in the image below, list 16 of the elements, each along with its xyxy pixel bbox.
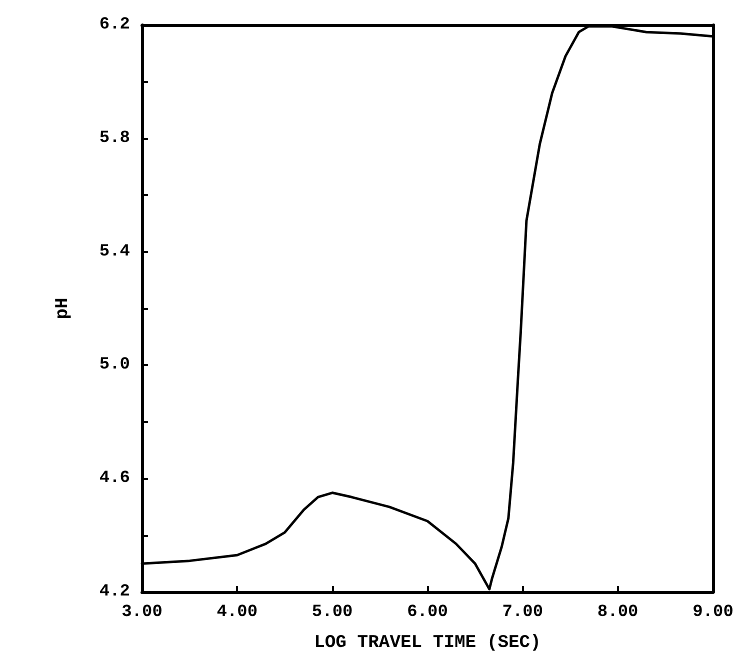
x-tick-label: 5.00 bbox=[312, 603, 353, 622]
x-tick-label: 4.00 bbox=[216, 603, 258, 622]
y-tick-label: 6.2 bbox=[99, 16, 130, 34]
x-tick-label: 9.00 bbox=[692, 603, 734, 622]
x-axis-title: LOG TRAVEL TIME (SEC) bbox=[314, 633, 541, 653]
y-tick-label: 5.4 bbox=[99, 242, 130, 262]
y-tick-label: 4.6 bbox=[99, 469, 130, 488]
y-axis-title: pH bbox=[53, 298, 73, 320]
x-tick-label: 3.00 bbox=[122, 603, 162, 622]
y-tick-label: 4.2 bbox=[99, 582, 130, 602]
y-tick-label: 5.0 bbox=[99, 356, 130, 375]
x-tick-label: 8.00 bbox=[597, 603, 638, 622]
x-tick-label: 7.00 bbox=[502, 603, 544, 622]
line-series bbox=[140, 25, 714, 590]
y-tick-label: 5.8 bbox=[99, 128, 130, 148]
x-tick-label: 6.00 bbox=[407, 603, 448, 622]
